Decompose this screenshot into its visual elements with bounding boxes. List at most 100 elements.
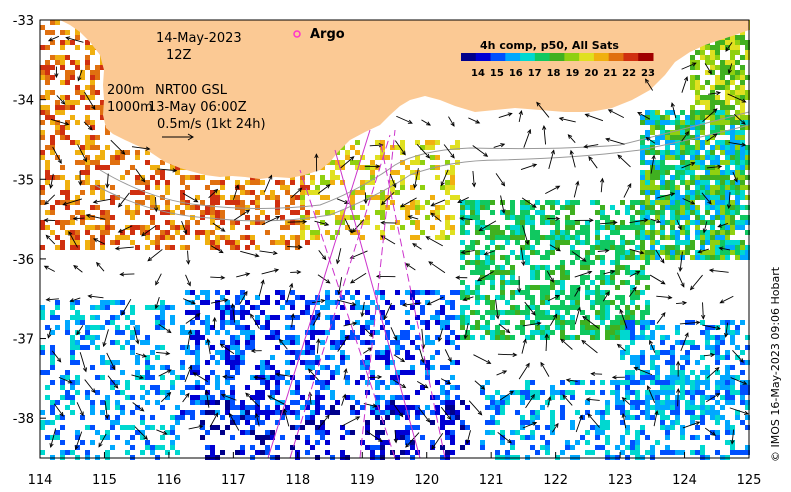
sst-pixel <box>745 405 750 410</box>
sst-pixel <box>665 390 670 395</box>
current-arrow <box>141 225 156 237</box>
sst-pixel <box>465 260 470 265</box>
sst-pixel <box>415 315 420 320</box>
sst-pixel <box>735 180 740 185</box>
sst-pixel <box>80 315 85 320</box>
sst-pixel <box>625 445 630 450</box>
sst-pixel <box>75 380 80 385</box>
sst-pixel <box>40 200 45 205</box>
sst-pixel <box>670 165 675 170</box>
sst-pixel <box>455 335 460 340</box>
sst-pixel <box>225 345 230 350</box>
current-arrow <box>706 366 720 379</box>
sst-pixel <box>520 220 525 225</box>
sst-pixel <box>150 220 155 225</box>
sst-pixel <box>630 320 635 325</box>
current-arrow <box>520 163 538 170</box>
sst-pixel <box>265 385 270 390</box>
sst-pixel <box>660 175 665 180</box>
sst-pixel <box>200 335 205 340</box>
sst-pixel <box>690 380 695 385</box>
sst-pixel <box>60 80 65 85</box>
sst-pixel <box>415 210 420 215</box>
sst-pixel <box>660 385 665 390</box>
sst-pixel <box>530 245 535 250</box>
current-arrow <box>182 193 199 203</box>
current-arrow <box>114 246 134 251</box>
current-arrow <box>363 192 368 205</box>
sst-pixel <box>340 435 345 440</box>
sst-pixel <box>45 80 50 85</box>
sst-pixel <box>625 325 630 330</box>
sst-pixel <box>620 450 625 455</box>
sst-pixel <box>635 295 640 300</box>
contour-200m <box>99 111 750 209</box>
sst-pixel <box>535 265 540 270</box>
sst-pixel <box>720 150 725 155</box>
sst-pixel <box>280 400 285 405</box>
sst-pixel <box>540 300 545 305</box>
sst-pixel <box>730 105 735 110</box>
sst-pixel <box>460 295 465 300</box>
sst-pixel <box>55 325 60 330</box>
sst-pixel <box>740 150 745 155</box>
sst-pixel <box>60 240 65 245</box>
sst-pixel <box>705 185 710 190</box>
current-arrow <box>676 300 688 306</box>
sst-pixel <box>635 225 640 230</box>
sst-pixel <box>705 230 710 235</box>
sst-pixel <box>565 440 570 445</box>
sst-pixel <box>460 420 465 425</box>
sst-pixel <box>400 370 405 375</box>
sst-pixel <box>100 65 105 70</box>
sst-pixel <box>430 315 435 320</box>
sst-pixel <box>665 405 670 410</box>
sst-pixel <box>330 170 335 175</box>
sst-pixel <box>690 195 695 200</box>
sst-pixel <box>225 355 230 360</box>
sst-pixel <box>150 240 155 245</box>
sst-pixel <box>150 425 155 430</box>
sst-pixel <box>670 135 675 140</box>
sst-pixel <box>225 305 230 310</box>
sst-pixel <box>475 255 480 260</box>
sst-pixel <box>285 315 290 320</box>
sst-pixel <box>390 380 395 385</box>
sst-pixel <box>380 155 385 160</box>
current-arrow <box>676 388 681 407</box>
sst-pixel <box>440 390 445 395</box>
sst-pixel <box>550 395 555 400</box>
sst-pixel <box>175 205 180 210</box>
sst-pixel <box>145 195 150 200</box>
sst-pixel <box>720 125 725 130</box>
sst-pixel <box>385 385 390 390</box>
sst-pixel <box>450 430 455 435</box>
sst-pixel <box>740 40 745 45</box>
current-arrow <box>702 324 721 331</box>
sst-pixel <box>710 195 715 200</box>
sst-pixel <box>655 120 660 125</box>
current-arrow <box>616 343 626 352</box>
sst-pixel <box>505 280 510 285</box>
sst-pixel <box>485 330 490 335</box>
sst-pixel <box>170 245 175 250</box>
sst-pixel <box>215 305 220 310</box>
sst-pixel <box>515 240 520 245</box>
sst-pixel <box>605 330 610 335</box>
sst-pixel <box>655 395 660 400</box>
sst-pixel <box>300 180 305 185</box>
sst-pixel <box>665 400 670 405</box>
sst-pixel <box>680 140 685 145</box>
sst-pixel <box>40 130 45 135</box>
sst-pixel <box>605 410 610 415</box>
sst-pixel <box>740 140 745 145</box>
sst-pixel <box>255 365 260 370</box>
sst-pixel <box>405 205 410 210</box>
sst-pixel <box>500 430 505 435</box>
sst-pixel <box>280 225 285 230</box>
sst-pixel <box>675 405 680 410</box>
depth-200-label: 200m <box>107 83 144 98</box>
sst-pixel <box>735 75 740 80</box>
sst-pixel <box>385 355 390 360</box>
sst-pixel <box>300 360 305 365</box>
